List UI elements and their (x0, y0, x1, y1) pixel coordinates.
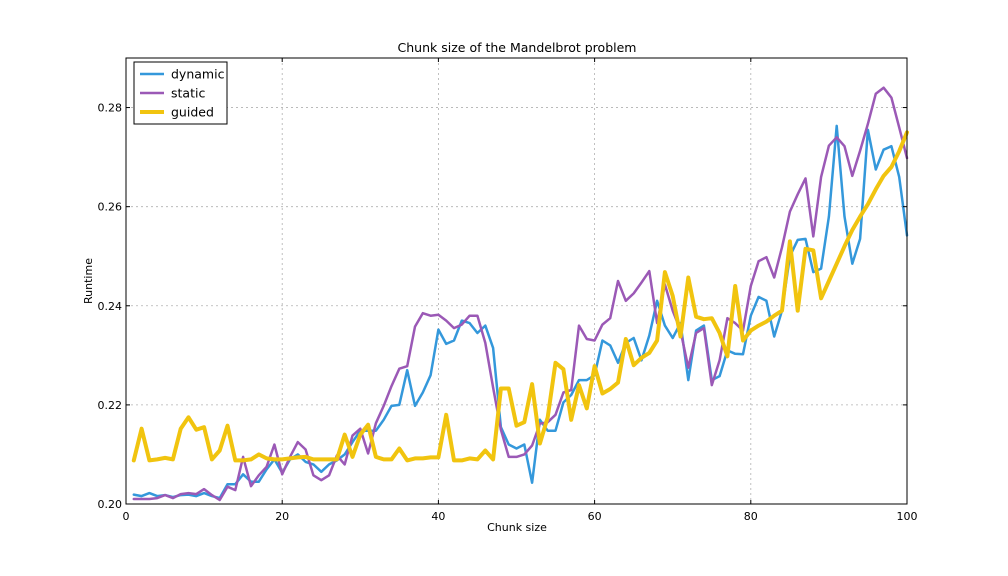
chart-title: Chunk size of the Mandelbrot problem (398, 40, 637, 55)
x-tick-label: 60 (588, 510, 602, 523)
axis-ticks: 0 20 40 60 80 100 0.20 0.22 0.24 0.26 0.28 (98, 58, 918, 523)
legend-label-dynamic: dynamic (171, 67, 225, 82)
plot-frame (125, 57, 908, 505)
series-line-dynamic (132, 124, 909, 500)
series-lines (131, 86, 909, 502)
x-tick-label: 0 (123, 510, 130, 523)
y-axis-label: Runtime (82, 258, 95, 304)
x-tick-label: 80 (744, 510, 758, 523)
y-tick-label: 0.24 (98, 300, 123, 313)
x-axis-label: Chunk size (487, 521, 547, 534)
series-line-guided (131, 130, 909, 463)
y-tick-label: 0.22 (98, 399, 123, 412)
y-tick-label: 0.20 (98, 498, 123, 511)
x-tick-label: 100 (897, 510, 918, 523)
y-tick-label: 0.28 (98, 102, 123, 115)
x-tick-label: 20 (275, 510, 289, 523)
y-tick-label: 0.26 (98, 201, 123, 214)
series-line-static (132, 86, 909, 502)
legend-label-static: static (171, 86, 205, 101)
grid (126, 58, 907, 504)
x-tick-label: 40 (431, 510, 445, 523)
legend: dynamic static guided (133, 61, 228, 125)
legend-label-guided: guided (171, 105, 214, 120)
